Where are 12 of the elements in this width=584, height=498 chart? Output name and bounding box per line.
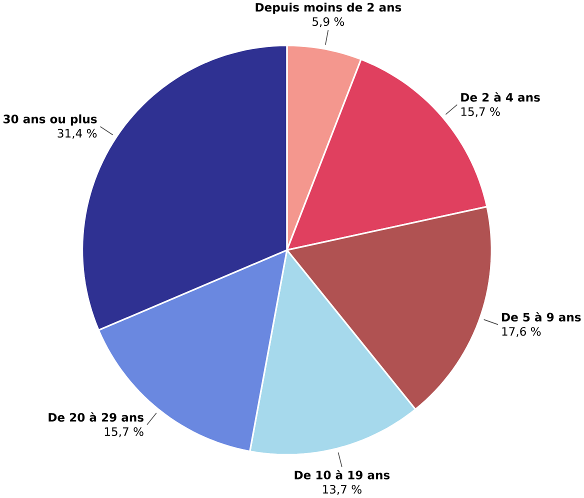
data-label: 15,7 % [104,427,144,438]
slice-label: De 10 à 19 ans [294,470,390,480]
slice-label: De 20 à 29 ans [48,412,144,422]
data-label: 17,6 % [502,327,541,338]
slice-label: Depuis moins de 2 ans [256,2,402,14]
data-label: 13,7 % [323,485,362,496]
data-label: 5,9 % [312,17,344,28]
slice-label: 30 ans ou plus [4,114,97,126]
slice-label: De 5 à 9 ans [502,312,581,322]
data-label: 31,4 % [58,129,97,140]
slice-label: De 2 à 4 ans [461,92,540,102]
data-label: 15,7 % [461,107,500,118]
